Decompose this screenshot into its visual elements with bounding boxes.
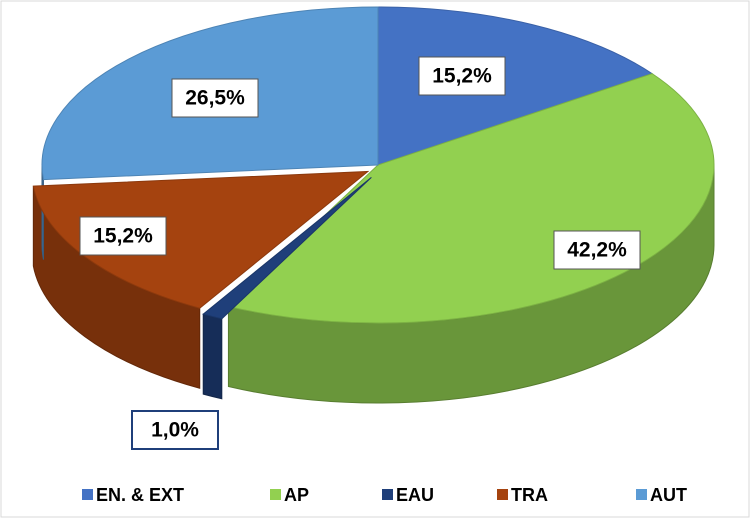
legend-label: AP	[284, 485, 309, 505]
legend-label: AUT	[650, 485, 687, 505]
pie-side	[202, 313, 223, 400]
data-label-box	[131, 410, 219, 450]
legend-swatch	[636, 489, 647, 500]
pie-slice	[377, 6, 654, 166]
data-label-box	[553, 230, 641, 270]
legend-swatch	[382, 489, 393, 500]
data-labels: 15,2% 42,2% 1,0% 15,2% 26,5%	[79, 56, 641, 450]
data-label-box	[418, 56, 506, 96]
data-label-box	[171, 78, 259, 118]
data-label: 42,2%	[567, 239, 627, 262]
legend-label: EAU	[396, 485, 434, 505]
pie-slice	[32, 170, 370, 309]
data-label: 1,0%	[151, 419, 199, 442]
data-label: 15,2%	[93, 225, 153, 248]
legend: EN. & EXT AP EAU TRA AUT	[82, 485, 687, 505]
pie-slice	[202, 176, 372, 320]
data-label-box	[79, 216, 167, 256]
legend-label: EN. & EXT	[96, 485, 184, 505]
legend-swatch	[82, 489, 93, 500]
data-label: 15,2%	[432, 65, 492, 88]
legend-swatch	[497, 489, 508, 500]
data-label: 26,5%	[185, 87, 245, 110]
legend-swatch	[270, 489, 281, 500]
legend-label: TRA	[511, 485, 548, 505]
